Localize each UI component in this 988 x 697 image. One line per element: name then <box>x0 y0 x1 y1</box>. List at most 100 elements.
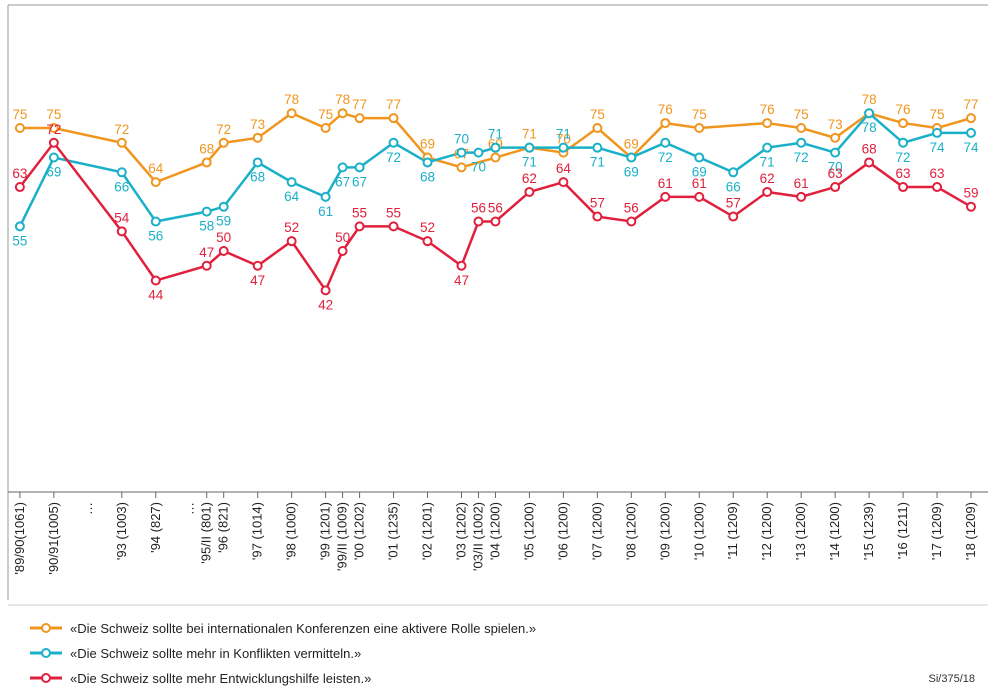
value-label: 74 <box>964 140 980 155</box>
value-label: 72 <box>658 150 673 165</box>
data-point <box>456 147 467 158</box>
value-label: 76 <box>896 102 911 117</box>
value-label: 68 <box>250 169 265 184</box>
value-label: 61 <box>692 176 707 191</box>
data-point <box>201 206 212 217</box>
axis-break: … <box>80 502 95 515</box>
value-label: 61 <box>658 176 673 191</box>
data-point <box>456 162 467 173</box>
value-label: 61 <box>318 204 333 219</box>
data-point <box>966 127 977 138</box>
x-tick-label: '13 (1200) <box>793 502 808 560</box>
legend-label: «Die Schweiz sollte bei internationalen … <box>70 621 536 636</box>
value-label: 59 <box>216 214 231 229</box>
value-label: 66 <box>114 179 129 194</box>
x-tick-label: '11 (1209) <box>725 502 740 559</box>
value-label: 69 <box>692 165 707 180</box>
data-point <box>864 108 875 119</box>
x-tick-label: '16 (1211) <box>895 502 910 559</box>
value-label: 55 <box>12 233 27 248</box>
x-tick-label: '99 (1201) <box>318 502 333 560</box>
value-label: 56 <box>471 200 486 215</box>
data-point <box>592 123 603 133</box>
data-point <box>116 226 127 237</box>
data-point <box>116 137 127 148</box>
value-label: 77 <box>964 97 979 112</box>
data-point <box>252 132 263 143</box>
x-tick-label: '94 (827) <box>148 502 163 553</box>
data-point <box>150 275 161 286</box>
value-label: 70 <box>556 132 571 147</box>
data-point <box>558 142 569 153</box>
data-point <box>830 147 841 158</box>
value-label: 69 <box>624 165 639 180</box>
value-label: 71 <box>556 127 571 142</box>
data-point <box>388 113 399 124</box>
data-point <box>762 142 773 153</box>
value-label: 71 <box>488 127 503 142</box>
value-label: 78 <box>862 92 877 107</box>
data-point <box>388 137 399 148</box>
x-tick-label: '04 (1200) <box>487 502 502 560</box>
value-label: 55 <box>352 205 367 220</box>
legend-marker <box>41 623 51 633</box>
value-label: 56 <box>148 228 163 243</box>
value-label: 72 <box>896 150 911 165</box>
value-label: 56 <box>488 200 503 215</box>
x-tick-label: '05 (1200) <box>521 502 536 560</box>
value-label: 76 <box>658 102 673 117</box>
value-label: 77 <box>386 97 401 112</box>
data-point <box>830 182 841 193</box>
value-label: 68 <box>420 169 435 184</box>
data-point <box>898 118 909 129</box>
data-point <box>456 260 467 271</box>
x-tick-label: '14 (1200) <box>827 502 842 560</box>
value-label: 75 <box>318 107 333 122</box>
value-label: 72 <box>46 122 61 137</box>
value-label: 67 <box>352 174 367 189</box>
data-point <box>320 123 331 133</box>
series-line <box>19 111 972 184</box>
data-point <box>286 108 297 119</box>
value-label: 68 <box>862 141 877 156</box>
value-label: 47 <box>250 273 265 288</box>
data-point <box>337 246 348 256</box>
data-point <box>660 191 671 202</box>
x-tick-label: '03/II (1002) <box>470 502 485 571</box>
value-label: 72 <box>794 150 809 165</box>
data-point <box>286 236 297 247</box>
data-point <box>728 167 739 178</box>
data-point <box>201 157 212 168</box>
value-label: 73 <box>828 117 843 132</box>
value-label: 42 <box>318 297 333 312</box>
value-label: 58 <box>199 219 214 234</box>
data-point <box>830 132 841 143</box>
value-label: 72 <box>386 150 401 165</box>
x-tick-label: '15 (1239) <box>861 502 876 560</box>
x-tick-label: '00 (1202) <box>352 502 367 560</box>
value-label: 76 <box>760 102 775 117</box>
value-label: 52 <box>284 220 299 235</box>
data-point <box>728 211 739 222</box>
value-label: 69 <box>420 137 435 152</box>
value-label: 63 <box>828 166 843 181</box>
data-point <box>286 177 297 188</box>
data-point <box>762 118 773 129</box>
data-point <box>626 152 637 163</box>
value-label: 52 <box>420 220 435 235</box>
data-point <box>864 157 875 168</box>
data-point <box>150 177 161 188</box>
data-point <box>796 191 807 202</box>
data-point <box>932 182 943 193</box>
value-label: 63 <box>12 166 27 181</box>
data-point <box>48 137 59 148</box>
data-point <box>48 123 59 133</box>
x-tick-label: '17 (1209) <box>929 502 944 560</box>
value-label: 72 <box>216 122 231 137</box>
data-point <box>694 123 705 133</box>
x-tick-label: '99/II (1009) <box>335 502 350 571</box>
value-label: 78 <box>335 92 350 107</box>
data-point <box>592 211 603 222</box>
value-label: 72 <box>114 122 129 137</box>
